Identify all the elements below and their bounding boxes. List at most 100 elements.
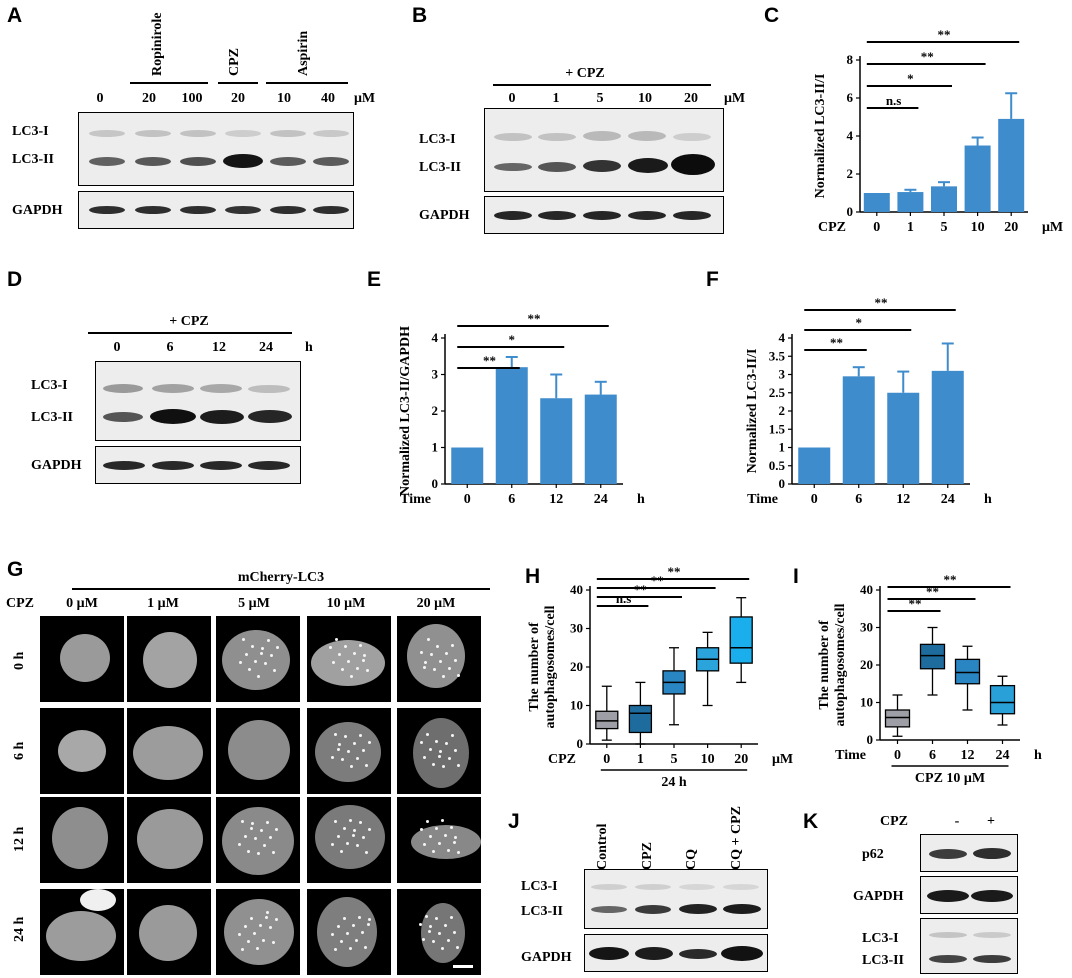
row-label-lc3-i: LC3-I xyxy=(12,124,49,139)
autophagosome-puncta xyxy=(337,925,340,928)
micrograph xyxy=(127,708,211,794)
y-tick-label: 4 xyxy=(847,128,854,143)
autophagosome-puncta xyxy=(242,638,245,641)
cell-shape xyxy=(411,825,481,859)
lane-label: 0 xyxy=(113,340,121,355)
autophagosome-puncta xyxy=(368,741,371,744)
autophagosome-puncta xyxy=(247,850,250,853)
autophagosome-puncta xyxy=(359,644,362,647)
x-axis-label: CPZ xyxy=(818,220,846,235)
significance-label: ** xyxy=(528,311,541,326)
autophagosome-puncta xyxy=(444,924,447,927)
autophagosome-puncta xyxy=(419,923,422,926)
lane-label: 12 xyxy=(212,340,226,355)
row-label-gapdh: GAPDH xyxy=(419,208,470,223)
autophagosome-puncta xyxy=(445,652,448,655)
autophagosome-puncta xyxy=(241,820,244,823)
autophagosome-puncta xyxy=(457,764,460,767)
autophagosome-puncta xyxy=(262,939,265,942)
autophagosome-puncta xyxy=(269,836,272,839)
lane-label: 40 xyxy=(321,91,335,106)
group-line xyxy=(493,84,711,86)
x-tick-label: 0 xyxy=(603,752,610,767)
autophagosome-puncta xyxy=(238,933,241,936)
y-axis-label: The number of xyxy=(817,620,832,710)
autophagosome-puncta xyxy=(341,758,344,761)
panel-label-a: A xyxy=(7,4,23,27)
autophagosome-puncta xyxy=(456,946,459,949)
autophagosome-puncta xyxy=(435,827,438,830)
autophagosome-puncta xyxy=(362,749,365,752)
y-tick-label: 2 xyxy=(432,403,439,418)
panel-label-e: E xyxy=(367,268,382,291)
bar xyxy=(897,192,924,212)
bar xyxy=(451,447,484,484)
x-tick-label: 12 xyxy=(549,492,563,507)
cell-shape xyxy=(311,640,385,686)
autophagosome-puncta xyxy=(428,930,431,933)
autophagosome-puncta xyxy=(353,652,356,655)
lane-label-minus: - xyxy=(954,814,960,829)
autophagosome-puncta xyxy=(447,939,450,942)
bar xyxy=(842,376,875,484)
title-line xyxy=(72,588,490,590)
autophagosome-puncta xyxy=(248,668,251,671)
blot-gapdh xyxy=(78,191,354,229)
micrograph xyxy=(397,889,481,975)
cell-shape xyxy=(52,807,108,869)
bar xyxy=(964,145,991,212)
autophagosome-puncta xyxy=(441,819,444,822)
x-unit-label: h xyxy=(1034,748,1042,763)
autophagosome-puncta xyxy=(429,835,432,838)
y-axis-label: Normalized LC3-II/GAPDH xyxy=(398,326,413,496)
y-tick-label: 30 xyxy=(570,621,583,636)
significance-label: ** xyxy=(668,564,681,579)
autophagosome-puncta xyxy=(364,946,367,949)
autophagosome-puncta xyxy=(266,821,269,824)
lane-label-plus: + xyxy=(987,814,995,829)
autophagosome-puncta xyxy=(346,842,349,845)
x-tick-label: 24 xyxy=(996,748,1010,763)
autophagosome-puncta xyxy=(264,662,267,665)
col-label: 5 μM xyxy=(238,596,270,611)
autophagosome-puncta xyxy=(260,829,263,832)
x-unit-label: h xyxy=(637,492,645,507)
x-tick-label: 5 xyxy=(941,220,948,235)
autophagosome-puncta xyxy=(450,916,453,919)
significance-label: ** xyxy=(921,49,934,64)
x-tick-label: 6 xyxy=(929,748,936,763)
y-tick-label: 40 xyxy=(570,582,583,597)
bar xyxy=(998,118,1025,212)
row-label-cpz: CPZ xyxy=(6,596,34,611)
x-tick-label: 1 xyxy=(907,220,914,235)
autophagosome-puncta xyxy=(272,851,275,854)
bar xyxy=(931,186,957,212)
x-unit-label: h xyxy=(984,492,992,507)
scale-bar xyxy=(453,965,473,968)
autophagosome-puncta xyxy=(430,653,433,656)
autophagosome-puncta xyxy=(251,822,254,825)
autophagosome-puncta xyxy=(334,948,337,951)
x-tick-label: 0 xyxy=(873,220,880,235)
micrograph xyxy=(127,616,211,702)
y-tick-label: 0 xyxy=(779,476,786,491)
x-tick-label: 12 xyxy=(896,492,910,507)
group-label: 24 h xyxy=(661,775,687,790)
autophagosome-puncta xyxy=(439,750,442,753)
cell-shape xyxy=(222,807,294,875)
autophagosome-puncta xyxy=(267,639,270,642)
autophagosome-puncta xyxy=(424,661,427,664)
unit-label: μM xyxy=(724,91,746,106)
cell-shape xyxy=(139,905,197,961)
group-label-ropinirole: Ropinirole xyxy=(150,12,165,76)
row-label-24h: 24 h xyxy=(12,916,27,942)
bar xyxy=(863,193,890,212)
y-axis-label: Normalized LC3-II/I xyxy=(813,74,828,199)
significance-label: ** xyxy=(483,353,496,368)
x-tick-label: 1 xyxy=(637,752,644,767)
autophagosome-puncta xyxy=(432,940,435,943)
lane-label: 10 xyxy=(277,91,291,106)
row-label-0h: 0 h xyxy=(12,651,27,670)
microscopy-title: mCherry-LC3 xyxy=(237,570,325,585)
